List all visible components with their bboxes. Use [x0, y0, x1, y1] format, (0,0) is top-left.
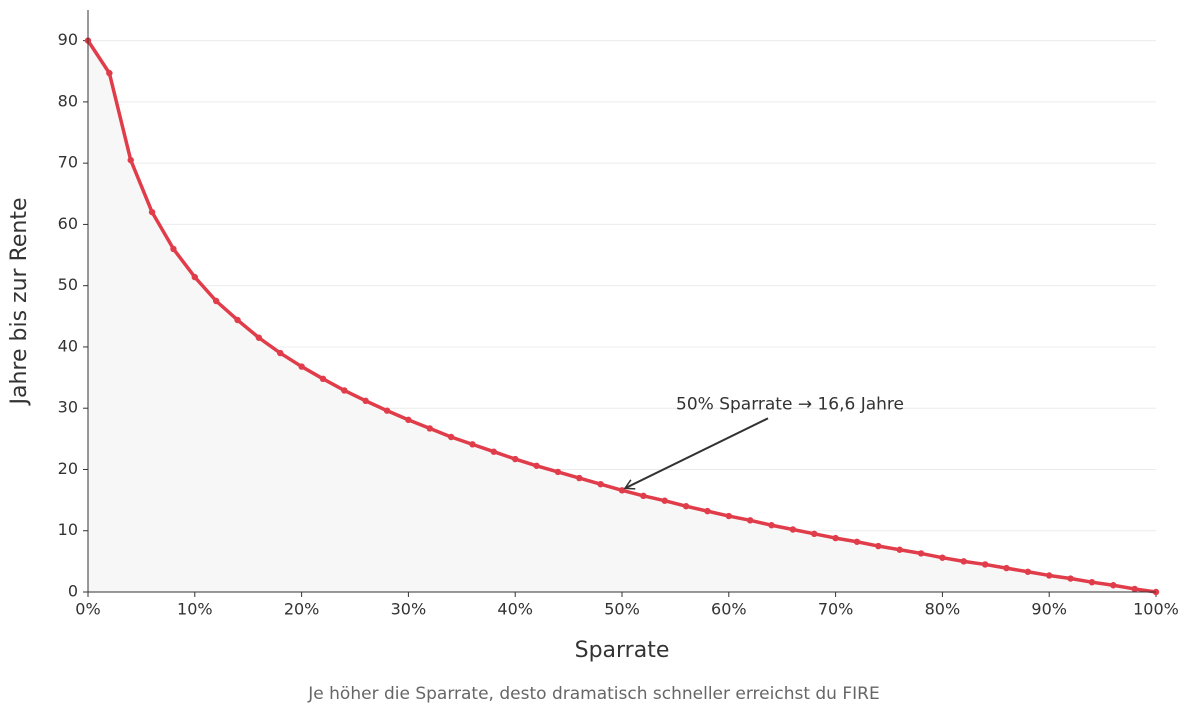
y-tick-label: 70: [58, 153, 78, 172]
x-tick-label: 70%: [818, 600, 854, 619]
x-tick-label: 60%: [711, 600, 747, 619]
y-tick-label: 20: [58, 459, 78, 478]
point: [640, 492, 647, 500]
point: [447, 433, 455, 441]
annotation-arrow: [623, 417, 769, 490]
point: [682, 503, 690, 510]
point: [832, 534, 839, 542]
point: [234, 316, 241, 324]
point: [319, 375, 327, 383]
x-tick-label: 100%: [1133, 600, 1179, 619]
point: [298, 363, 305, 370]
point: [554, 468, 562, 476]
point: [469, 441, 476, 448]
y-tick-label: 50: [58, 275, 78, 294]
y-tick-label: 30: [58, 398, 78, 417]
point: [426, 425, 433, 432]
point: [917, 550, 925, 557]
y-tick-label: 0: [68, 582, 78, 601]
x-tick-label: 20%: [284, 600, 320, 619]
point: [405, 416, 412, 424]
point: [512, 455, 519, 463]
x-tick-label: 80%: [925, 600, 961, 619]
point: [746, 517, 754, 524]
point: [1024, 568, 1032, 575]
annotation: 50% Sparrate → 16,6 Jahre: [676, 394, 904, 414]
point: [341, 387, 348, 394]
point: [1131, 585, 1138, 593]
point: [1110, 582, 1117, 589]
point: [789, 526, 797, 533]
y-tick-label: 90: [58, 30, 78, 49]
point: [768, 522, 775, 529]
point: [960, 558, 967, 565]
y-axis-title: Jahre bis zur Rente: [7, 197, 32, 406]
point: [170, 245, 177, 253]
point: [106, 69, 113, 77]
point: [1067, 575, 1074, 582]
x-tick-label: 40%: [497, 600, 533, 619]
point: [255, 334, 263, 341]
y-tick-label: 40: [58, 336, 78, 355]
y-tick-label: 80: [58, 91, 78, 110]
x-tick-label: 50%: [604, 600, 640, 619]
point: [1088, 578, 1096, 586]
point: [981, 561, 989, 568]
point: [811, 530, 818, 537]
point: [1046, 572, 1053, 579]
y-tick-label: 60: [58, 214, 78, 233]
point: [212, 297, 220, 305]
point: [127, 156, 134, 164]
caption: Je höher die Sparrate, desto dramatisch …: [307, 684, 879, 704]
x-axis-title: Sparrate: [575, 638, 670, 663]
point: [362, 397, 369, 405]
point: [576, 474, 583, 482]
point: [939, 554, 946, 561]
point: [704, 507, 711, 515]
point: [661, 497, 668, 504]
point: [725, 512, 732, 520]
point: [148, 208, 156, 216]
x-tick-label: 90%: [1031, 600, 1067, 619]
point: [533, 462, 540, 469]
point: [277, 349, 284, 357]
y-tick-label: 10: [58, 520, 78, 539]
point: [383, 407, 391, 414]
x-tick-label: 0%: [75, 600, 100, 619]
point: [875, 542, 882, 550]
point: [896, 546, 903, 553]
point: [618, 487, 626, 494]
point: [1003, 564, 1010, 572]
area: [88, 40, 1156, 592]
point: [191, 273, 198, 281]
x-tick-label: 10%: [177, 600, 213, 619]
point: [490, 448, 498, 455]
point: [853, 538, 861, 545]
x-tick-label: 30%: [391, 600, 427, 619]
point: [597, 480, 604, 488]
